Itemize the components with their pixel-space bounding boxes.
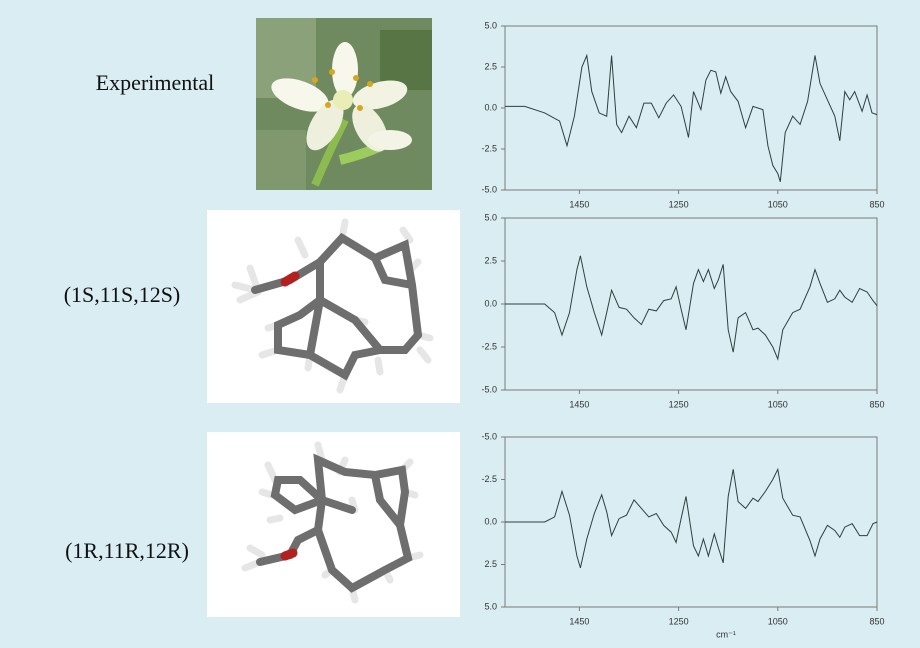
x-tick-label: 1450 bbox=[569, 199, 589, 209]
y-tick-label: 2.5 bbox=[484, 61, 497, 71]
x-tick-label: 1050 bbox=[768, 399, 788, 409]
molecule-1s bbox=[207, 210, 460, 403]
y-tick-label: 5.0 bbox=[484, 20, 497, 30]
y-tick-label: -2.5 bbox=[481, 143, 497, 153]
sample-label: (1R,11R,12R) bbox=[65, 538, 189, 563]
x-tick-label: 1450 bbox=[569, 616, 589, 626]
sample-label: (1S,11S,12S) bbox=[64, 282, 181, 307]
y-tick-label: 5.0 bbox=[484, 601, 497, 611]
x-tick-label: 850 bbox=[869, 199, 884, 209]
spectrum-line bbox=[505, 53, 878, 182]
molecule-1r bbox=[207, 432, 460, 617]
y-tick-label: -2.5 bbox=[481, 341, 497, 351]
x-tick-label: 1450 bbox=[569, 399, 589, 409]
y-tick-label: -2.5 bbox=[481, 474, 497, 484]
y-tick-label: -5.0 bbox=[481, 184, 497, 194]
flower-photo bbox=[256, 18, 432, 190]
y-tick-label: -5.0 bbox=[481, 384, 497, 394]
sample-label: Experimental bbox=[96, 70, 215, 95]
x-tick-label: 1050 bbox=[768, 616, 788, 626]
x-tick-label: 1250 bbox=[669, 199, 689, 209]
y-tick-label: -5.0 bbox=[481, 431, 497, 441]
spectrum-line bbox=[505, 255, 878, 361]
x-tick-label: 1250 bbox=[669, 399, 689, 409]
y-tick-label: 5.0 bbox=[484, 212, 497, 222]
y-tick-label: 2.5 bbox=[484, 255, 497, 265]
y-tick-label: 0.0 bbox=[484, 516, 497, 526]
x-tick-label: 850 bbox=[869, 399, 884, 409]
y-tick-label: 0.0 bbox=[484, 102, 497, 112]
y-tick-label: 0.0 bbox=[484, 298, 497, 308]
x-tick-label: 1250 bbox=[669, 616, 689, 626]
x-tick-label: 1050 bbox=[768, 199, 788, 209]
spectrum-line bbox=[505, 467, 878, 569]
x-axis-label: cm⁻¹ bbox=[716, 629, 736, 639]
y-tick-label: 2.5 bbox=[484, 559, 497, 569]
x-tick-label: 850 bbox=[869, 616, 884, 626]
